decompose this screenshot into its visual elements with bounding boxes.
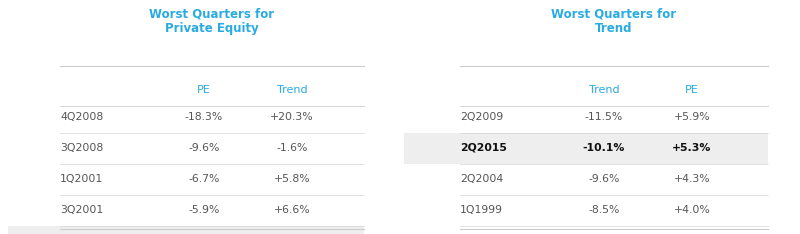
Text: 1Q1999: 1Q1999 bbox=[460, 205, 503, 215]
Text: 2Q2009: 2Q2009 bbox=[460, 112, 503, 122]
Text: Trend: Trend bbox=[589, 85, 619, 95]
Text: 2Q2015: 2Q2015 bbox=[460, 143, 507, 153]
Text: +5.8%: +5.8% bbox=[274, 174, 310, 184]
Text: -9.6%: -9.6% bbox=[188, 143, 220, 153]
Text: -9.6%: -9.6% bbox=[588, 174, 620, 184]
FancyBboxPatch shape bbox=[404, 133, 768, 164]
Text: +5.3%: +5.3% bbox=[672, 143, 712, 153]
Text: +6.6%: +6.6% bbox=[274, 205, 310, 215]
FancyBboxPatch shape bbox=[8, 226, 364, 234]
Text: -10.1%: -10.1% bbox=[583, 143, 625, 153]
Text: -5.9%: -5.9% bbox=[188, 205, 220, 215]
Text: -11.5%: -11.5% bbox=[585, 112, 623, 122]
Text: 1Q2001: 1Q2001 bbox=[60, 174, 103, 184]
Text: 3Q2008: 3Q2008 bbox=[60, 143, 103, 153]
Text: +4.0%: +4.0% bbox=[674, 205, 710, 215]
Text: -8.5%: -8.5% bbox=[588, 205, 620, 215]
Text: -6.7%: -6.7% bbox=[188, 174, 220, 184]
Text: 4Q2008: 4Q2008 bbox=[60, 112, 103, 122]
Text: Worst Quarters for
Trend: Worst Quarters for Trend bbox=[551, 7, 677, 35]
Text: PE: PE bbox=[197, 85, 211, 95]
Text: -18.3%: -18.3% bbox=[185, 112, 223, 122]
Text: PE: PE bbox=[685, 85, 699, 95]
Text: Trend: Trend bbox=[277, 85, 307, 95]
Text: -1.6%: -1.6% bbox=[276, 143, 308, 153]
Text: +5.9%: +5.9% bbox=[674, 112, 710, 122]
Text: +4.3%: +4.3% bbox=[674, 174, 710, 184]
Text: 3Q2001: 3Q2001 bbox=[60, 205, 103, 215]
Text: Worst Quarters for
Private Equity: Worst Quarters for Private Equity bbox=[150, 7, 274, 35]
Text: 2Q2004: 2Q2004 bbox=[460, 174, 503, 184]
Text: +20.3%: +20.3% bbox=[270, 112, 314, 122]
